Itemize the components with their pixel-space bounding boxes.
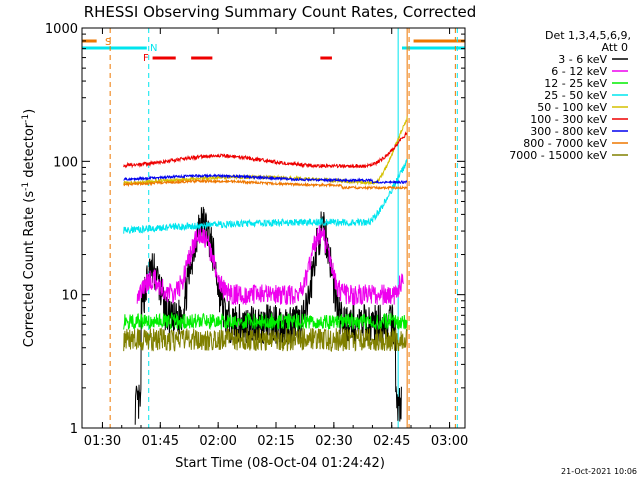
- x-axis-label: Start Time (08-Oct-04 01:24:42): [175, 456, 385, 471]
- series-line: [123, 178, 408, 191]
- series-line: [123, 131, 408, 169]
- x-tick-label: 01:45: [142, 434, 179, 449]
- series-line: [123, 327, 408, 353]
- y-label-sup1: -1: [21, 182, 31, 191]
- x-tick-label: 02:30: [315, 434, 352, 449]
- y-label-end: ): [22, 109, 37, 114]
- chart-title: RHESSI Observing Summary Count Rates, Co…: [84, 3, 477, 21]
- x-tick-label: 03:00: [431, 434, 468, 449]
- series-line: [123, 173, 408, 185]
- series-line: [123, 311, 408, 331]
- y-tick-label: 10: [61, 289, 78, 304]
- y-label-part1: Corrected Count Rate (s: [22, 191, 37, 348]
- flag-label-flare: F: [143, 53, 149, 64]
- legend-entry: 6 - 12 keV: [551, 65, 607, 78]
- y-tick-label: 1000: [45, 22, 78, 37]
- series-line: [134, 206, 402, 425]
- series-line: [136, 225, 404, 306]
- legend-entry: 12 - 25 keV: [544, 77, 607, 90]
- y-axis-label: Corrected Count Rate (s-1 detector-1): [21, 109, 37, 347]
- x-tick-label: 02:45: [373, 434, 410, 449]
- y-label-sup2: -1: [21, 114, 31, 123]
- flag-label-saa: S: [105, 37, 111, 48]
- x-tick-label: 01:30: [84, 434, 121, 449]
- legend-entry: 3 - 6 keV: [558, 53, 607, 66]
- flag-label-night: N: [150, 43, 157, 54]
- plot-frame: [81, 27, 466, 429]
- legend-entry: 100 - 300 keV: [530, 113, 607, 126]
- y-tick-label: 100: [53, 155, 78, 170]
- x-tick-label: 02:15: [257, 434, 294, 449]
- legend-entry: 300 - 800 keV: [530, 125, 607, 138]
- x-tick-label: 02:00: [199, 434, 236, 449]
- legend-entry: 25 - 50 keV: [544, 89, 607, 102]
- legend-entry: 800 - 7000 keV: [523, 137, 607, 150]
- timestamp: 21-Oct-2021 10:06: [561, 467, 637, 476]
- legend-entry: 50 - 100 keV: [537, 101, 607, 114]
- legend-attenuator: Att 0: [602, 41, 628, 54]
- series-line: [123, 116, 408, 186]
- y-label-part2: detector: [22, 122, 37, 182]
- legend-entry: 7000 - 15000 keV: [509, 149, 607, 162]
- series-line: [123, 158, 408, 234]
- legend-detectors: Det 1,3,4,5,6,9,: [545, 29, 631, 42]
- y-tick-label: 1: [70, 422, 78, 437]
